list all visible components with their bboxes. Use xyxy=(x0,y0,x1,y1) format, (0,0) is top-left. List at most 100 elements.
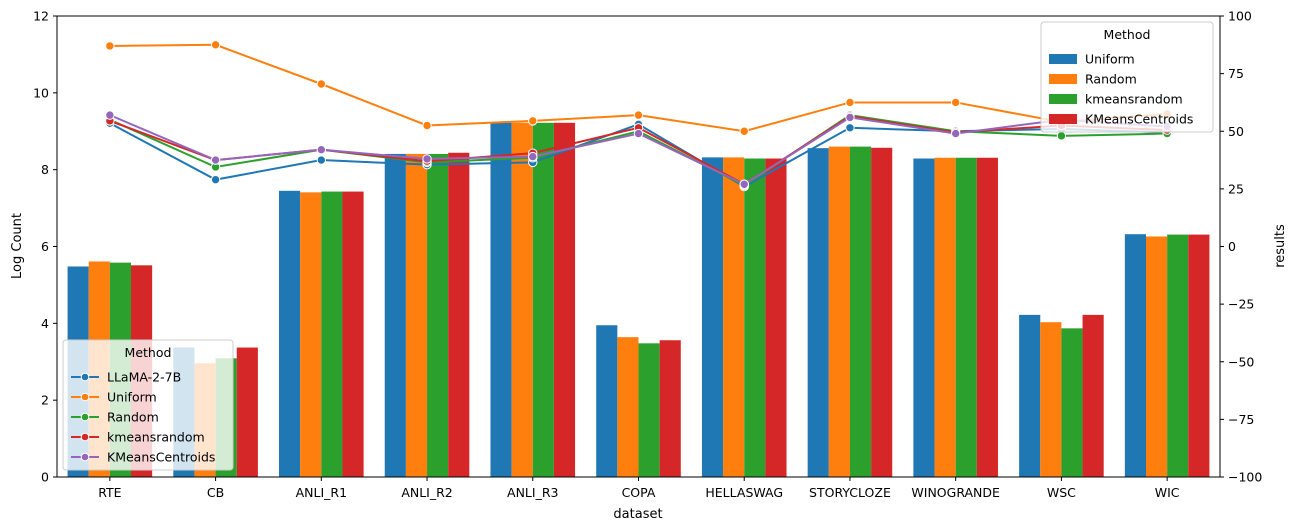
bar-kmeanscentroids-wsc xyxy=(1082,314,1104,477)
x-axis-label: dataset xyxy=(613,507,662,522)
line-legend: Method LLaMA-2-7B Uniform Random kmeansrando… xyxy=(62,339,234,471)
bar-kmeansrandom-anli_r3 xyxy=(532,122,554,478)
legend-label-uniform: Uniform xyxy=(1085,52,1135,67)
bar-kmeanscentroids-anli_r3 xyxy=(553,122,576,478)
point-uniform-hellaswag xyxy=(739,126,749,136)
point-llama-2-7b-cb xyxy=(210,174,221,185)
y-axis-label-left: Log Count xyxy=(10,213,25,279)
legend-marker-random xyxy=(80,412,90,422)
point-uniform-anli_r3 xyxy=(528,116,538,126)
bar-kmeanscentroids-copa xyxy=(659,340,681,477)
legend-label-kmeansrandom: kmeansrandom xyxy=(107,430,205,445)
point-kmeanscentroids-copa xyxy=(633,128,644,139)
bar-uniform-winogrande xyxy=(913,158,935,477)
legend-swatch-kmeanscentroids xyxy=(1049,114,1077,124)
bar-random-storycloze xyxy=(828,146,850,477)
x-tick-label: COPA xyxy=(622,485,656,500)
bar-kmeansrandom-winogrande xyxy=(955,157,977,477)
left-tick-label: 12 xyxy=(33,9,49,24)
bar-legend: Method Uniform Random kmeansrandom KMeansCen… xyxy=(1040,21,1214,133)
point-kmeanscentroids-anli_r2 xyxy=(422,154,432,164)
bar-kmeanscentroids-hellaswag xyxy=(765,158,787,477)
x-tick-label: WINOGRANDE xyxy=(911,485,1000,500)
point-llama-2-7b-anli_r1 xyxy=(316,155,327,165)
left-tick-label: 2 xyxy=(41,393,49,408)
legend-label-kmeanscentroids: KMeansCentroids xyxy=(107,450,215,465)
legend-marker-llama-2-7b xyxy=(80,372,90,382)
legend-frame xyxy=(62,339,234,471)
bar-kmeanscentroids-cb xyxy=(236,347,258,477)
point-uniform-anli_r2 xyxy=(422,120,432,131)
legend-swatch-uniform xyxy=(1049,54,1077,64)
right-tick-label: 50 xyxy=(1228,124,1244,139)
x-tick-label: STORYCLOZE xyxy=(809,485,891,500)
point-kmeanscentroids-anli_r3 xyxy=(528,151,538,162)
legend-swatch-random xyxy=(1049,74,1077,84)
x-tick-label: RTE xyxy=(98,485,121,500)
axes-layer: 0 2 4 6 8 10 12 −100 −75 −50 −25 0 25 50 75 100 RTE CB ANL… xyxy=(33,9,1262,501)
legend-label-random: Random xyxy=(107,410,159,425)
legend-label-random: Random xyxy=(1085,72,1137,87)
point-kmeanscentroids-anli_r1 xyxy=(316,144,327,155)
bar-uniform-storycloze xyxy=(807,148,829,477)
bar-kmeanscentroids-anli_r2 xyxy=(448,152,470,477)
point-llama-2-7b-storycloze xyxy=(845,123,855,133)
bar-uniform-copa xyxy=(596,325,618,477)
legend-label-llama-2-7b: LLaMA-2-7B xyxy=(107,370,181,385)
x-tick-label: WIC xyxy=(1155,485,1180,500)
bar-random-winogrande xyxy=(934,157,956,477)
legend-frame xyxy=(1040,21,1214,133)
bar-kmeanscentroids-winogrande xyxy=(976,157,998,477)
legend-swatch-kmeansrandom xyxy=(1049,94,1077,104)
x-tick-label: CB xyxy=(207,485,224,500)
right-tick-label: 0 xyxy=(1228,239,1236,254)
point-kmeanscentroids-winogrande xyxy=(950,128,961,139)
legend-marker-kmeansrandom xyxy=(80,432,90,442)
legend-label-kmeanscentroids: KMeansCentroids xyxy=(1085,112,1193,127)
legend-title: Method xyxy=(1104,27,1151,42)
x-tick-label: WSC xyxy=(1047,485,1076,500)
point-random-wsc xyxy=(1056,131,1067,141)
bar-uniform-wsc xyxy=(1019,314,1041,477)
bar-kmeansrandom-wsc xyxy=(1061,328,1083,477)
bar-kmeanscentroids-anli_r1 xyxy=(342,191,364,477)
right-tick-label: −25 xyxy=(1228,297,1254,312)
point-uniform-cb xyxy=(210,40,221,50)
bar-random-anli_r3 xyxy=(511,122,533,478)
bar-kmeansrandom-anli_r1 xyxy=(321,191,343,477)
point-uniform-rte xyxy=(105,41,115,51)
bar-random-anli_r2 xyxy=(405,153,428,478)
bar-kmeanscentroids-wic xyxy=(1188,234,1210,477)
legend-marker-uniform xyxy=(80,392,90,402)
point-kmeanscentroids-cb xyxy=(210,155,221,165)
x-tick-label: ANLI_R2 xyxy=(401,485,452,500)
point-kmeanscentroids-storycloze xyxy=(845,112,855,123)
x-tick-label: HELLASWAG xyxy=(705,485,783,500)
point-kmeanscentroids-rte xyxy=(105,110,115,120)
right-tick-label: 75 xyxy=(1228,66,1244,81)
bar-random-wsc xyxy=(1040,322,1062,477)
right-tick-label: 100 xyxy=(1228,9,1252,24)
right-tick-label: −100 xyxy=(1228,470,1262,485)
bar-uniform-anli_r1 xyxy=(279,190,301,478)
legend-label-uniform: Uniform xyxy=(107,390,157,405)
bar-random-copa xyxy=(617,337,639,477)
bar-kmeansrandom-copa xyxy=(638,343,660,477)
bar-kmeanscentroids-storycloze xyxy=(871,147,893,477)
point-uniform-winogrande xyxy=(950,97,961,108)
bar-random-anli_r1 xyxy=(300,192,322,477)
right-tick-label: −75 xyxy=(1228,412,1254,427)
bar-uniform-wic xyxy=(1124,234,1146,477)
bar-kmeansrandom-wic xyxy=(1167,234,1189,477)
left-tick-label: 10 xyxy=(33,85,49,100)
x-tick-label: ANLI_R3 xyxy=(507,485,558,500)
point-uniform-copa xyxy=(633,110,644,120)
point-uniform-anli_r1 xyxy=(316,79,327,89)
right-tick-label: −50 xyxy=(1228,354,1254,369)
point-uniform-storycloze xyxy=(845,97,855,108)
left-tick-label: 0 xyxy=(41,470,49,485)
legend-label-kmeansrandom: kmeansrandom xyxy=(1085,92,1183,107)
point-kmeanscentroids-hellaswag xyxy=(739,179,749,189)
bar-random-wic xyxy=(1145,236,1168,477)
